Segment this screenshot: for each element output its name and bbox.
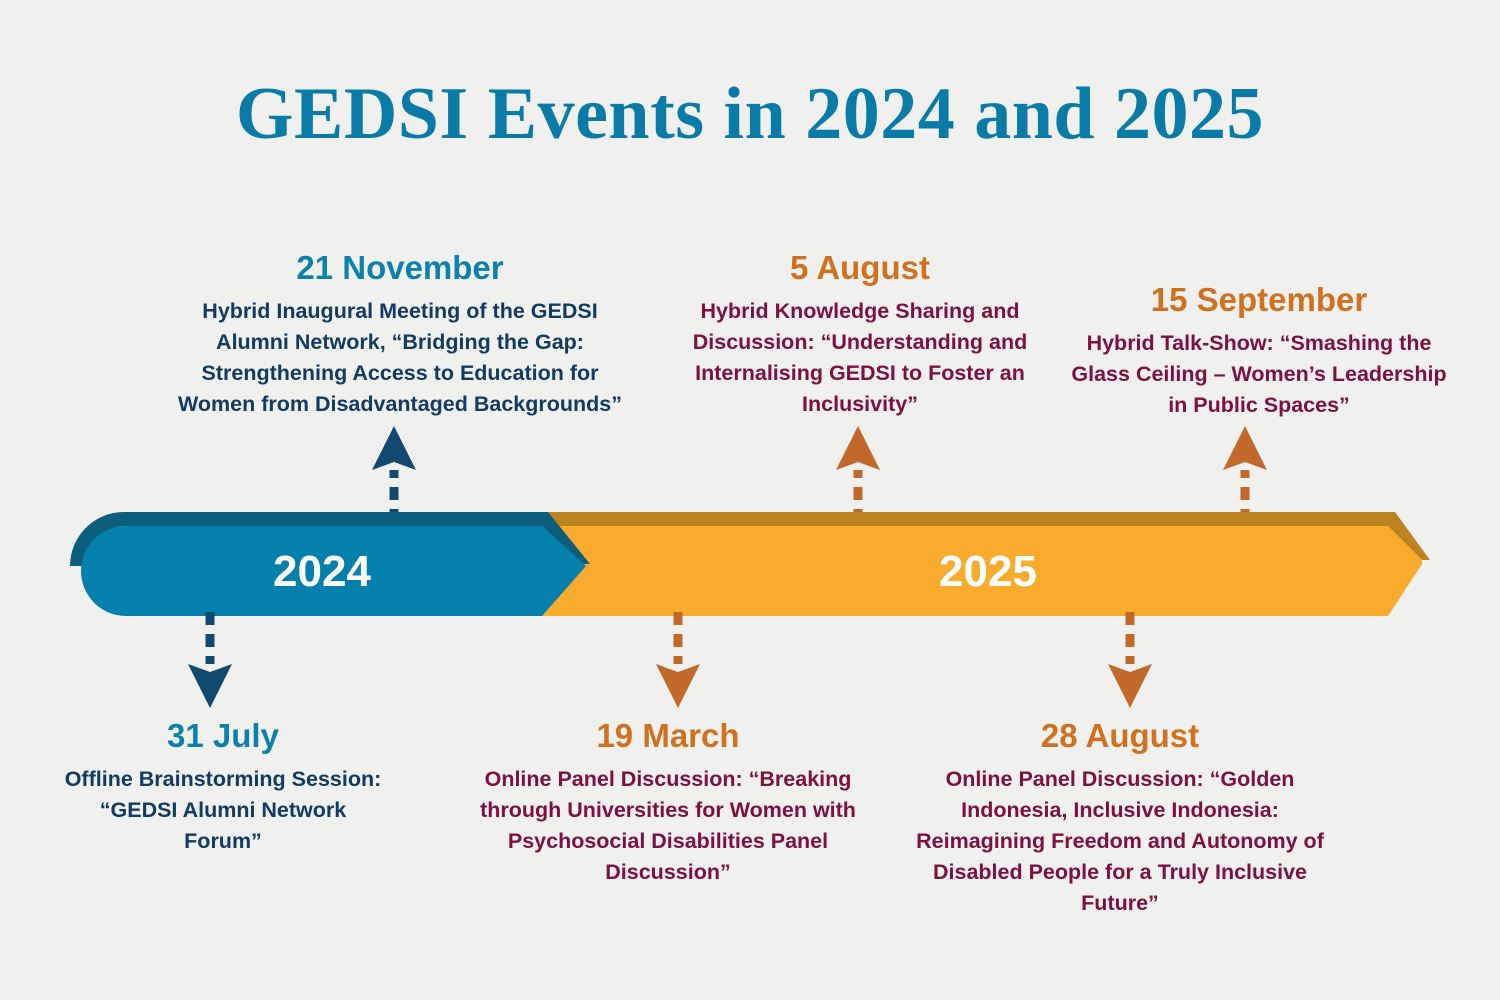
segment-2025-body — [510, 526, 1422, 616]
event-description-31-july: Offline Brainstorming Session: “GEDSI Al… — [64, 767, 382, 853]
connector-arrow-15-september — [1223, 426, 1267, 522]
segment-2025-bevel — [510, 512, 1430, 560]
event-block-31-july: 31 July Offline Brainstorming Session: “… — [58, 716, 388, 857]
segment-2024-body — [81, 526, 586, 616]
event-date-21-november: 21 November — [296, 249, 504, 286]
page-title: GEDSI Events in 2024 and 2025 — [235, 73, 1265, 155]
event-description-15-september: Hybrid Talk-Show: “Smashing the Glass Ce… — [1071, 331, 1447, 417]
connector-arrow-19-march — [656, 612, 700, 708]
event-date-31-july: 31 July — [167, 717, 279, 754]
event-date-15-september: 15 September — [1150, 281, 1368, 318]
segment-2025-label: 2025 — [939, 547, 1037, 596]
event-block-19-march: 19 March Online Panel Discussion: “Break… — [478, 716, 858, 888]
event-description-19-march: Online Panel Discussion: “Breaking throu… — [480, 767, 856, 884]
event-description-28-august: Online Panel Discussion: “Golden Indones… — [916, 767, 1324, 915]
event-description-21-november: Hybrid Inaugural Meeting of the GEDSI Al… — [177, 299, 622, 416]
event-block-28-august: 28 August Online Panel Discussion: “Gold… — [900, 716, 1340, 919]
connector-arrow-21-november — [372, 426, 416, 522]
event-date-19-march: 19 March — [596, 717, 740, 754]
connector-arrow-28-august — [1108, 612, 1152, 708]
event-date-5-august: 5 August — [790, 249, 930, 286]
event-block-5-august: 5 August Hybrid Knowledge Sharing and Di… — [660, 248, 1060, 420]
event-description-5-august: Hybrid Knowledge Sharing and Discussion:… — [692, 299, 1028, 416]
event-date-28-august: 28 August — [1040, 717, 1200, 754]
segment-2024-label: 2024 — [273, 547, 371, 596]
event-block-21-november: 21 November Hybrid Inaugural Meeting of … — [170, 248, 630, 420]
segment-2024-bevel — [70, 512, 590, 566]
timeline-bar: 2024 2025 — [70, 512, 1430, 616]
connector-arrow-31-july — [188, 612, 232, 708]
connector-arrow-5-august — [836, 426, 880, 522]
event-block-15-september: 15 September Hybrid Talk-Show: “Smashing… — [1068, 280, 1450, 421]
